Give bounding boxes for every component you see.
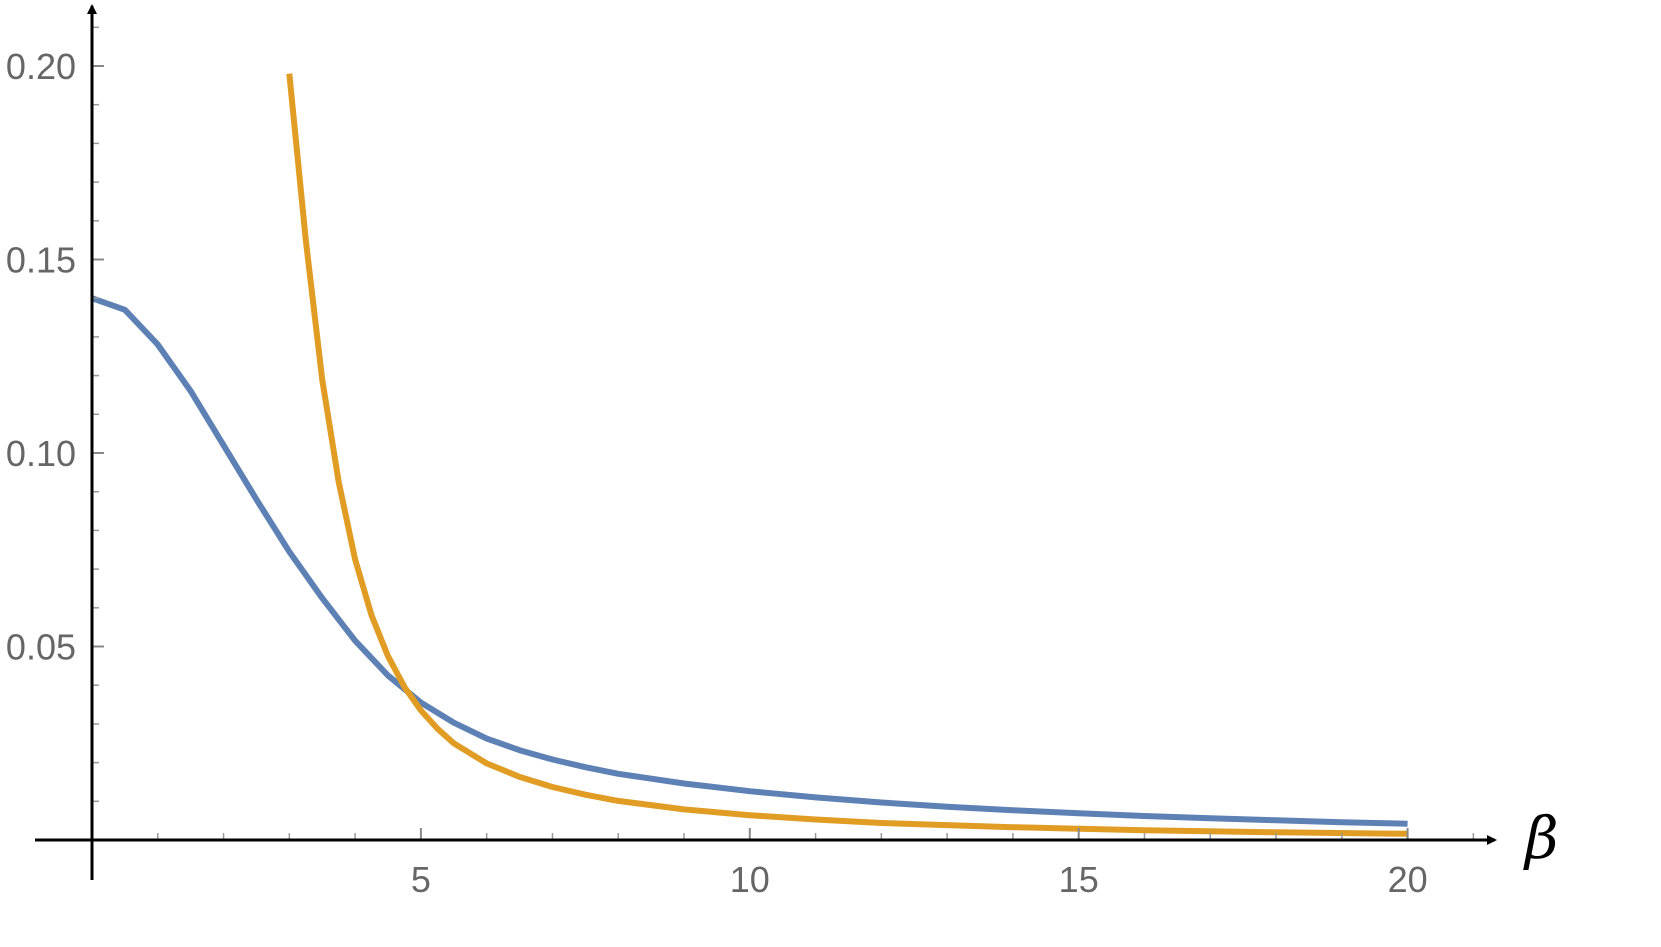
series-layer — [91, 73, 1408, 837]
y-tick-label: 0.10 — [6, 433, 76, 474]
ticks: 5 10 15 20 0.05 0.10 0.15 0.20 — [6, 46, 1428, 900]
series-line-2 — [286, 73, 1408, 837]
x-axis-title: β — [1523, 804, 1559, 872]
x-tick-label: 5 — [411, 859, 431, 900]
x-tick-label: 20 — [1388, 859, 1428, 900]
x-tick-label: 10 — [730, 859, 770, 900]
y-tick-label: 0.15 — [6, 240, 76, 281]
y-tick-label: 0.05 — [6, 627, 76, 668]
x-tick-label: 15 — [1059, 859, 1099, 900]
series-line-1 — [91, 295, 1408, 827]
y-tick-label: 0.20 — [6, 46, 76, 87]
